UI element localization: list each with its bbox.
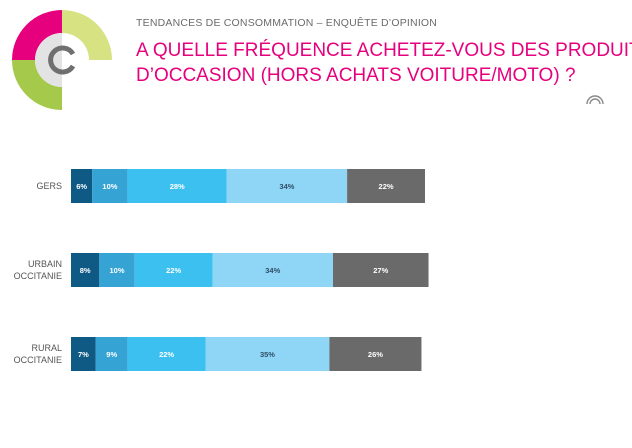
page-title: A QUELLE FRÉQUENCE ACHETEZ-VOUS DES PROD… bbox=[136, 38, 632, 88]
data-label: 34% bbox=[279, 182, 294, 191]
data-label: 35% bbox=[260, 350, 275, 359]
data-label: 8% bbox=[80, 266, 91, 275]
bar-segment bbox=[212, 253, 333, 287]
bar-segment bbox=[332, 253, 429, 287]
bar-segment bbox=[226, 169, 348, 203]
logo-arc-lime bbox=[62, 10, 112, 60]
data-label: 22% bbox=[166, 266, 181, 275]
data-label: 22% bbox=[379, 182, 394, 191]
title-line-1: A QUELLE FRÉQUENCE ACHETEZ-VOUS DES PROD… bbox=[136, 40, 632, 61]
data-label: 9% bbox=[106, 350, 117, 359]
bar-segment bbox=[127, 337, 206, 371]
category-label: GERS bbox=[36, 181, 62, 191]
data-label: 28% bbox=[170, 182, 185, 191]
category-label: RURAL OCCITANIE bbox=[14, 343, 62, 365]
bar-segment bbox=[205, 337, 330, 371]
data-label: 34% bbox=[265, 266, 280, 275]
data-label: 6% bbox=[76, 182, 87, 191]
data-label: 10% bbox=[110, 266, 125, 275]
title-line-2: D’OCCASION (HORS ACHATS VOITURE/MOTO) ? bbox=[136, 65, 576, 86]
data-label: 10% bbox=[102, 182, 117, 191]
logo-arc-magenta bbox=[12, 10, 62, 60]
data-label: 26% bbox=[368, 350, 383, 359]
logo bbox=[12, 10, 112, 110]
data-label: 27% bbox=[373, 266, 388, 275]
bar-segment bbox=[92, 169, 128, 203]
corner-arc-icon bbox=[586, 95, 604, 105]
bar-segment bbox=[347, 169, 425, 203]
logo-inner-ring bbox=[48, 45, 76, 75]
category-label: URBAIN OCCITANIE bbox=[14, 259, 62, 281]
bar-segment bbox=[71, 253, 100, 287]
bar-segment bbox=[71, 169, 93, 203]
supertitle: TENDANCES DE CONSOMMATION – ENQUÊTE D’OP… bbox=[136, 17, 438, 29]
bar-segment bbox=[99, 253, 135, 287]
bar-segment bbox=[95, 337, 128, 371]
bar-segment bbox=[329, 337, 422, 371]
data-label: 7% bbox=[78, 350, 89, 359]
logo-arc-green bbox=[12, 60, 62, 110]
data-label: 22% bbox=[159, 350, 174, 359]
bar-segment bbox=[127, 169, 227, 203]
bar-segment bbox=[134, 253, 213, 287]
bar-segment bbox=[71, 337, 96, 371]
